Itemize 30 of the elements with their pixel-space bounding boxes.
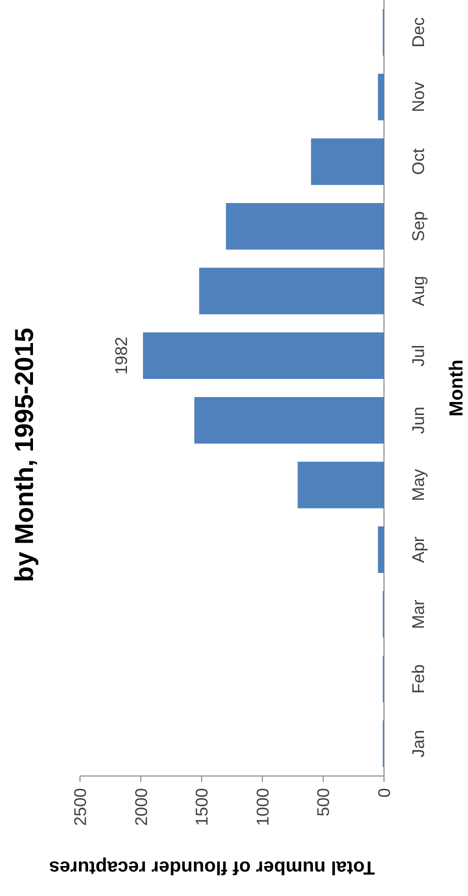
y-tick-label: Feb [408,664,428,694]
x-tick-label: 1500 [192,788,212,826]
x-tick-label: 2000 [132,788,151,826]
data-label: 1982 [112,336,131,375]
y-tick-label: Dec [408,16,428,48]
y-tick-label: Aug [408,276,428,306]
y-tick-label: Jul [408,344,428,367]
bar [311,138,384,185]
y-tick-label: Jan [408,730,428,758]
x-tick-label: 0 [374,788,394,798]
y-tick-label: May [408,468,428,502]
y-axis-title: Month [446,360,468,416]
x-tick-label: 2500 [70,788,90,826]
x-tick-label: 1000 [253,788,272,826]
y-tick-label: Sep [408,211,428,242]
y-tick-label: Nov [408,81,428,112]
y-tick-label: Mar [408,599,428,629]
y-tick-label: Oct [408,148,428,175]
bar [378,74,384,120]
bar [194,397,384,444]
y-tick-label: Apr [408,536,428,563]
bar [142,332,384,379]
bar [199,268,384,314]
bar [378,526,384,573]
y-tick-label: Jun [408,406,428,434]
bar [298,462,384,508]
x-tick-label: 500 [314,788,334,816]
text: by Month, 1995-2015 [9,328,39,582]
x-axis-title: Total number of flounder recaptures [49,856,375,878]
bar [226,203,384,250]
